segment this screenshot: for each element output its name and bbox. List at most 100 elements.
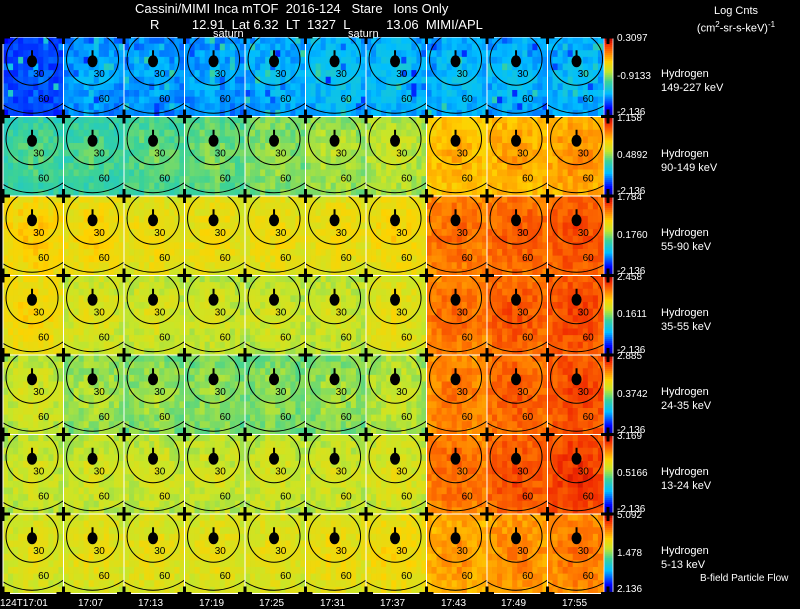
sky-image-2-9: 30 60 [547, 195, 609, 276]
sky-image-4-6: 30 60 [365, 354, 427, 435]
contour-label-60: 60 [583, 412, 595, 423]
contour-60 [366, 500, 427, 512]
contour-label-60: 60 [280, 94, 292, 105]
contour-label-60: 60 [220, 412, 232, 423]
contour-label-30: 30 [578, 69, 590, 80]
contour-label-30: 30 [396, 307, 408, 318]
contour-60 [63, 182, 124, 194]
contour-label-30: 30 [457, 387, 469, 398]
contour-label-60: 60 [462, 412, 474, 423]
sky-image-3-4: 30 60 [244, 275, 306, 356]
contour-label-60: 60 [159, 492, 171, 503]
contour-60 [63, 500, 124, 512]
contour-30 [368, 196, 422, 245]
image-grid: 30 60 30 60 30 60 30 60 30 60 30 60 30 60 30 60 30 60 30 60… [0, 37, 615, 599]
sky-image-4-2: 30 60 [123, 354, 185, 435]
contour-30 [66, 116, 120, 166]
contour-60 [184, 261, 245, 273]
species-label: Hydrogen [661, 68, 709, 80]
saturn-disk [87, 214, 98, 227]
energy-label: 24-35 keV [661, 400, 712, 412]
contour-label-60: 60 [99, 492, 111, 503]
saturn-disk [571, 373, 582, 386]
saturn-disk [511, 55, 522, 68]
saturn-disk [450, 55, 461, 68]
sky-image-0-3: 30 60 [184, 37, 246, 117]
contour-label-30: 30 [215, 387, 227, 398]
contour-30 [489, 355, 543, 404]
saturn-disk [450, 293, 461, 306]
saturn-disk [450, 532, 461, 545]
species-label: Hydrogen [661, 386, 709, 398]
sky-image-6-7: 30 60 [426, 513, 488, 594]
contour-30 [368, 116, 422, 166]
species-label: Hydrogen [661, 545, 709, 557]
sky-image-0-2: 30 60 [123, 37, 185, 117]
contour-label-30: 30 [94, 307, 106, 318]
contour-label-30: 30 [154, 466, 166, 477]
saturn-disk [390, 293, 401, 306]
saturn-disk [148, 134, 159, 147]
energy-label: 5-13 keV [661, 559, 706, 571]
contour-30 [308, 355, 362, 404]
contour-30 [429, 514, 483, 563]
contour-30 [5, 196, 59, 245]
colorbar-mid-2: 0.1760 [617, 229, 648, 241]
contour-60 [426, 182, 487, 194]
contour-60 [547, 420, 608, 432]
saturn-disk [571, 55, 582, 68]
contour-label-60: 60 [341, 333, 353, 344]
contour-60 [426, 102, 487, 114]
saturn-disk [27, 452, 38, 465]
colorbar-mid-3: 0.1611 [617, 309, 647, 321]
contour-60 [124, 261, 185, 273]
contour-label-30: 30 [275, 466, 287, 477]
saturn-disk [390, 532, 401, 545]
contour-30 [187, 355, 241, 404]
sky-image-6-5: 30 60 [305, 513, 367, 594]
colorbar-units: Log Cnts (cm2-sr-s-keV)-1 [686, 4, 786, 36]
contour-60 [3, 182, 64, 194]
contour-label-30: 30 [336, 546, 348, 557]
contour-60 [3, 420, 64, 432]
contour-label-30: 30 [33, 69, 45, 80]
contour-30 [247, 196, 301, 245]
contour-label-30: 30 [275, 546, 287, 557]
contour-30 [66, 514, 120, 563]
contour-label-30: 30 [578, 307, 590, 318]
contour-label-30: 30 [457, 148, 469, 159]
saturn-disk [27, 293, 38, 306]
contour-30 [5, 355, 59, 404]
contour-label-60: 60 [99, 94, 111, 105]
colorbar-mid-4: 0.3742 [617, 388, 648, 400]
row-label-3: Hydrogen 35-55 keV [661, 306, 711, 334]
contour-label-30: 30 [33, 148, 45, 159]
sky-image-1-3: 30 60 [184, 116, 246, 197]
contour-label-30: 30 [578, 387, 590, 398]
contour-60 [245, 500, 306, 512]
saturn-disk [390, 214, 401, 227]
saturn-disk [148, 293, 159, 306]
contour-60 [184, 500, 245, 512]
colorbar-min-1: -2.136 [617, 186, 646, 197]
sky-image-6-9: 30 60 [547, 513, 609, 594]
contour-label-30: 30 [33, 546, 45, 557]
sky-image-6-4: 30 60 [244, 513, 306, 594]
saturn-disk [148, 532, 159, 545]
saturn-disk [511, 373, 522, 386]
sky-image-1-5: 30 60 [305, 116, 367, 197]
saturn-disk [390, 134, 401, 147]
contour-label-30: 30 [275, 148, 287, 159]
contour-30 [550, 275, 604, 325]
contour-label-30: 30 [517, 228, 529, 239]
contour-label-60: 60 [522, 174, 534, 185]
contour-label-60: 60 [99, 571, 111, 582]
time-label-0: 124T17:01 [0, 598, 48, 609]
saturn-disk [390, 55, 401, 68]
contour-label-30: 30 [578, 228, 590, 239]
contour-60 [245, 182, 306, 194]
contour-60 [366, 182, 427, 194]
contour-label-60: 60 [462, 571, 474, 582]
sky-image-0-5: 30 60 [305, 37, 367, 117]
sky-image-5-2: 30 60 [123, 434, 185, 515]
